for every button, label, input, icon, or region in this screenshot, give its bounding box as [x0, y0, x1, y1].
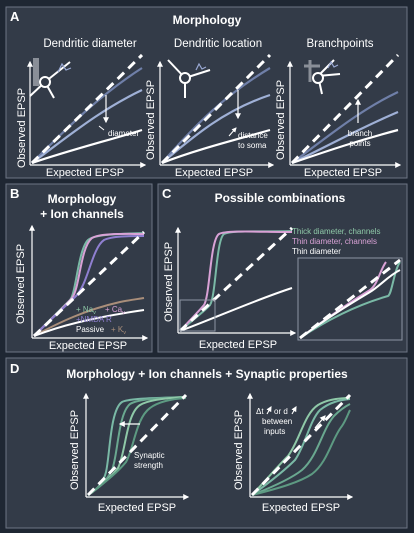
- annotation-or-d: or d: [274, 407, 288, 416]
- annotation-branch: branch: [348, 129, 372, 138]
- legend-passive: Passive: [76, 325, 105, 334]
- curve-strength-low: [87, 397, 187, 496]
- plot-title: Dendritic location: [174, 38, 262, 50]
- increase-arrow-2: [291, 406, 297, 415]
- annotation-arrow: [228, 127, 237, 137]
- panel-d-background: [5, 357, 408, 529]
- identity-line: [290, 53, 400, 165]
- x-axis-label: Expected EPSP: [304, 167, 382, 179]
- x-axis-label: Expected EPSP: [262, 502, 340, 514]
- inset-frame: [297, 257, 403, 341]
- y-axis-label: Observed EPSP: [69, 410, 81, 490]
- curve-timing-2: [251, 397, 351, 496]
- plot-title: Branchpoints: [306, 38, 373, 50]
- curve-k: [33, 297, 145, 337]
- morphology-neuron-icon: [29, 58, 72, 99]
- y-axis-label: Observed EPSP: [145, 80, 157, 160]
- curve-thin-channels: [179, 230, 293, 332]
- y-axis-label: Observed EPSP: [233, 410, 245, 490]
- curve-timing-4: [251, 409, 351, 496]
- annotation-between: between: [262, 417, 292, 426]
- legend-thin-diameter: Thin diameter: [292, 247, 341, 256]
- annotation-distance: distance: [238, 131, 268, 140]
- plot-dendritic-diameter: Dendritic diameter diameter Expected EPS…: [16, 38, 147, 179]
- panel-b-title-line1: Morphology: [48, 192, 117, 206]
- curve-thin: [31, 128, 143, 165]
- curve-thin-diameter: [179, 287, 293, 332]
- annotation-tick: [98, 125, 105, 131]
- legend-thin-channels: Thin diameter, channels: [292, 237, 377, 246]
- plot-synaptic-strength: Synaptic strength Expected EPSP Observed…: [69, 392, 190, 514]
- panel-d-letter: D: [10, 361, 19, 376]
- panel-c: C Possible combinations Thick diameter, …: [157, 183, 408, 353]
- legend-ca: + Cav: [105, 305, 125, 316]
- plot-title: Dendritic diameter: [43, 38, 136, 50]
- plot-branchpoints: Branchpoints branch points Expected EPSP…: [275, 38, 402, 179]
- identity-line: [178, 226, 294, 333]
- annotation-strength: strength: [134, 461, 163, 470]
- curve-near: [161, 128, 271, 165]
- panel-b-legend: + Nav + Cav +NMDA R Passive + Kv: [76, 305, 126, 336]
- location-neuron-icon: [167, 59, 211, 98]
- panel-c-legend: Thick diameter, channels Thin diameter, …: [292, 227, 381, 256]
- y-axis-label: Observed EPSP: [275, 80, 287, 160]
- panel-c-letter: C: [162, 186, 172, 201]
- panel-d: D Morphology + Ion channels + Synaptic p…: [5, 357, 408, 529]
- curve-few: [291, 128, 399, 165]
- panel-a: A Morphology Dendritic diameter diameter…: [5, 6, 408, 179]
- panel-b: B Morphology + Ion channels + Nav + Cav …: [5, 183, 153, 353]
- legend-na: + Nav: [76, 305, 96, 316]
- identity-line: [30, 53, 144, 165]
- curve-some: [291, 110, 399, 164]
- annotation-synaptic: Synaptic: [134, 451, 165, 460]
- plot-dendritic-location: Dendritic location distance to soma Expe…: [145, 38, 275, 179]
- y-axis-label: Observed EPSP: [16, 88, 28, 168]
- increase-arrow-1: [266, 406, 272, 415]
- curve-timing-1: [251, 398, 351, 496]
- inset-curve-thin-diameter: [299, 269, 401, 339]
- zoom-inset: [297, 257, 403, 341]
- x-axis-label: Expected EPSP: [175, 167, 253, 179]
- x-axis-label: Expected EPSP: [49, 340, 127, 352]
- panel-d-title: Morphology + Ion channels + Synaptic pro…: [66, 367, 348, 381]
- panel-a-title: Morphology: [173, 13, 242, 27]
- curve-medium: [31, 89, 143, 164]
- x-axis-label: Expected EPSP: [199, 339, 277, 351]
- curve-mid: [161, 93, 271, 164]
- annotation-inputs: inputs: [264, 427, 285, 436]
- curve-timing-3: [251, 403, 351, 496]
- legend-nmda: +NMDA R: [76, 315, 112, 324]
- identity-line: [250, 393, 352, 497]
- panel-b-title-line2: + Ion channels: [40, 207, 124, 221]
- trend-arrow: [314, 415, 326, 429]
- x-axis-label: Expected EPSP: [46, 167, 124, 179]
- identity-line: [32, 230, 146, 338]
- annotation-diameter: diameter: [108, 129, 139, 138]
- x-axis-label: Expected EPSP: [98, 502, 176, 514]
- annotation-delta-t: Δt: [256, 407, 264, 416]
- y-axis-label: Observed EPSP: [163, 242, 175, 322]
- identity-line: [86, 393, 188, 497]
- annotation-timing: Δt or d between inputs: [256, 406, 297, 436]
- plot-timing-distance: Δt or d between inputs Expected EPSP Obs…: [233, 392, 354, 514]
- zoom-box: [179, 299, 216, 332]
- y-axis-label: Observed EPSP: [15, 244, 27, 324]
- annotation-to-soma: to soma: [238, 141, 267, 150]
- legend-k: + Kv: [111, 325, 126, 336]
- legend-thick-channels: Thick diameter, channels: [292, 227, 381, 236]
- panel-c-background: [157, 183, 408, 353]
- curve-many: [291, 91, 399, 164]
- panel-b-letter: B: [10, 186, 19, 201]
- branchpoints-neuron-icon: [304, 59, 341, 95]
- panel-a-letter: A: [10, 9, 20, 24]
- curve-passive: [33, 309, 145, 337]
- identity-line: [160, 53, 272, 165]
- annotation-points: points: [349, 139, 370, 148]
- inset-identity-line: [299, 258, 401, 340]
- panel-c-title: Possible combinations: [215, 191, 346, 205]
